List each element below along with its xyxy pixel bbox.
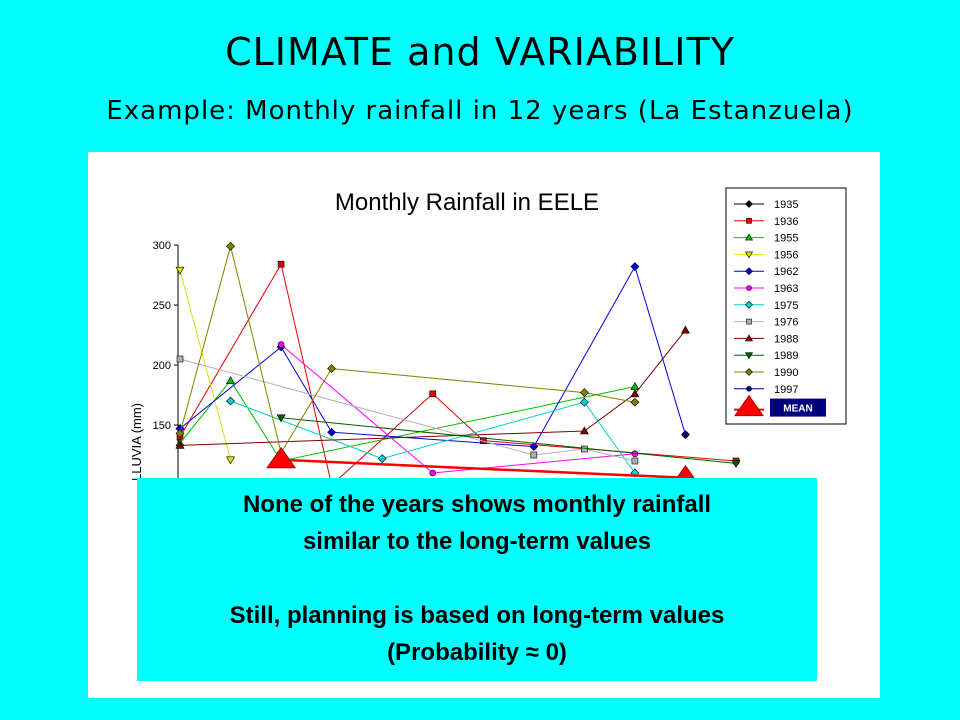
chart-title: Monthly Rainfall in EELE bbox=[335, 189, 599, 216]
series-1990 bbox=[175, 241, 640, 458]
data-point bbox=[745, 300, 753, 309]
legend-label: 1956 bbox=[774, 249, 798, 261]
legend-label: MEAN bbox=[783, 404, 812, 415]
data-point bbox=[745, 267, 753, 276]
data-point bbox=[680, 325, 690, 334]
y-tick-label: 250 bbox=[153, 300, 171, 312]
data-point bbox=[631, 457, 639, 465]
legend-label: 1988 bbox=[774, 333, 798, 345]
y-tick-label: 200 bbox=[153, 360, 171, 372]
series-line bbox=[281, 417, 737, 464]
series-line bbox=[179, 246, 636, 454]
callout-line-3: Still, planning is based on long-term va… bbox=[229, 602, 725, 629]
data-point bbox=[745, 200, 753, 208]
legend-label: 1976 bbox=[774, 317, 798, 329]
data-point bbox=[175, 428, 185, 438]
callout-line-1: None of the years shows monthly rainfall bbox=[242, 491, 712, 518]
data-point bbox=[746, 285, 752, 291]
series-1997 bbox=[682, 431, 689, 438]
series-line bbox=[281, 458, 686, 480]
data-point bbox=[745, 368, 753, 376]
series-line bbox=[179, 262, 737, 486]
series-line bbox=[179, 358, 636, 462]
series-1956 bbox=[175, 266, 236, 465]
data-point bbox=[579, 397, 589, 407]
data-point bbox=[327, 427, 337, 437]
data-point bbox=[746, 218, 752, 224]
data-point bbox=[277, 341, 285, 348]
legend-label: 1935 bbox=[774, 199, 798, 211]
data-point bbox=[744, 352, 754, 360]
legend-label: 1962 bbox=[774, 266, 798, 278]
data-point bbox=[429, 469, 437, 477]
data-point bbox=[276, 414, 286, 423]
data-point bbox=[529, 442, 539, 452]
data-point bbox=[744, 233, 754, 241]
data-point bbox=[266, 446, 297, 469]
data-point bbox=[744, 251, 754, 259]
slide-title: CLIMATE and VARIABILITY bbox=[225, 30, 735, 74]
data-point bbox=[579, 388, 589, 398]
legend-label: 1997 bbox=[774, 384, 798, 396]
legend-label: 1989 bbox=[774, 350, 798, 362]
data-point bbox=[226, 396, 235, 406]
data-point bbox=[731, 460, 741, 469]
series-line bbox=[179, 265, 686, 448]
legend-label: 1936 bbox=[774, 216, 798, 228]
data-point bbox=[176, 355, 184, 363]
data-point bbox=[630, 262, 640, 272]
callout-line-2: similar to the long-term values bbox=[302, 528, 652, 555]
series-line bbox=[280, 344, 635, 474]
data-point bbox=[682, 431, 689, 438]
data-point bbox=[175, 440, 185, 449]
rainfall-chart: Monthly Rainfall in EELE LLUVIA (mm) 150… bbox=[129, 187, 847, 525]
y-axis-label: LLUVIA (mm) bbox=[129, 403, 144, 481]
legend-mean-badge bbox=[770, 398, 826, 417]
legend-label: 1955 bbox=[774, 233, 798, 245]
series-line bbox=[179, 270, 232, 460]
series-line bbox=[230, 400, 636, 474]
callout-line-4: (Probability ≈ 0) bbox=[387, 639, 567, 666]
data-point bbox=[630, 397, 640, 407]
series-line bbox=[179, 379, 636, 462]
data-point bbox=[226, 456, 236, 465]
data-point bbox=[327, 364, 337, 374]
data-point bbox=[226, 241, 235, 251]
legend-box bbox=[725, 187, 847, 425]
data-point bbox=[630, 381, 640, 390]
data-point bbox=[226, 375, 236, 384]
data-point bbox=[429, 390, 437, 398]
y-tick-label: 300 bbox=[153, 240, 171, 252]
legend-label: 1963 bbox=[774, 283, 798, 295]
data-point bbox=[630, 389, 640, 398]
callout-box: None of the years shows monthly rainfall… bbox=[137, 478, 817, 681]
legend-label: 1990 bbox=[774, 367, 798, 379]
series-1963 bbox=[277, 341, 639, 477]
data-point bbox=[579, 426, 589, 435]
data-point bbox=[746, 318, 752, 325]
data-point bbox=[734, 394, 764, 417]
slide-subtitle: Example: Monthly rainfall in 12 years (L… bbox=[106, 96, 854, 126]
series-1988 bbox=[175, 325, 690, 449]
series-1989 bbox=[276, 414, 741, 469]
data-point bbox=[744, 334, 754, 342]
data-point bbox=[175, 266, 185, 275]
legend-label: 1975 bbox=[774, 300, 798, 312]
data-point bbox=[581, 445, 588, 453]
series-1962 bbox=[175, 262, 690, 452]
data-point bbox=[530, 451, 538, 459]
data-point bbox=[277, 260, 285, 268]
series-1936 bbox=[176, 260, 740, 489]
y-tick-label: 150 bbox=[153, 420, 171, 432]
series-line bbox=[179, 329, 686, 446]
data-point bbox=[377, 454, 387, 464]
series-1976 bbox=[176, 355, 639, 465]
data-point bbox=[746, 386, 752, 392]
